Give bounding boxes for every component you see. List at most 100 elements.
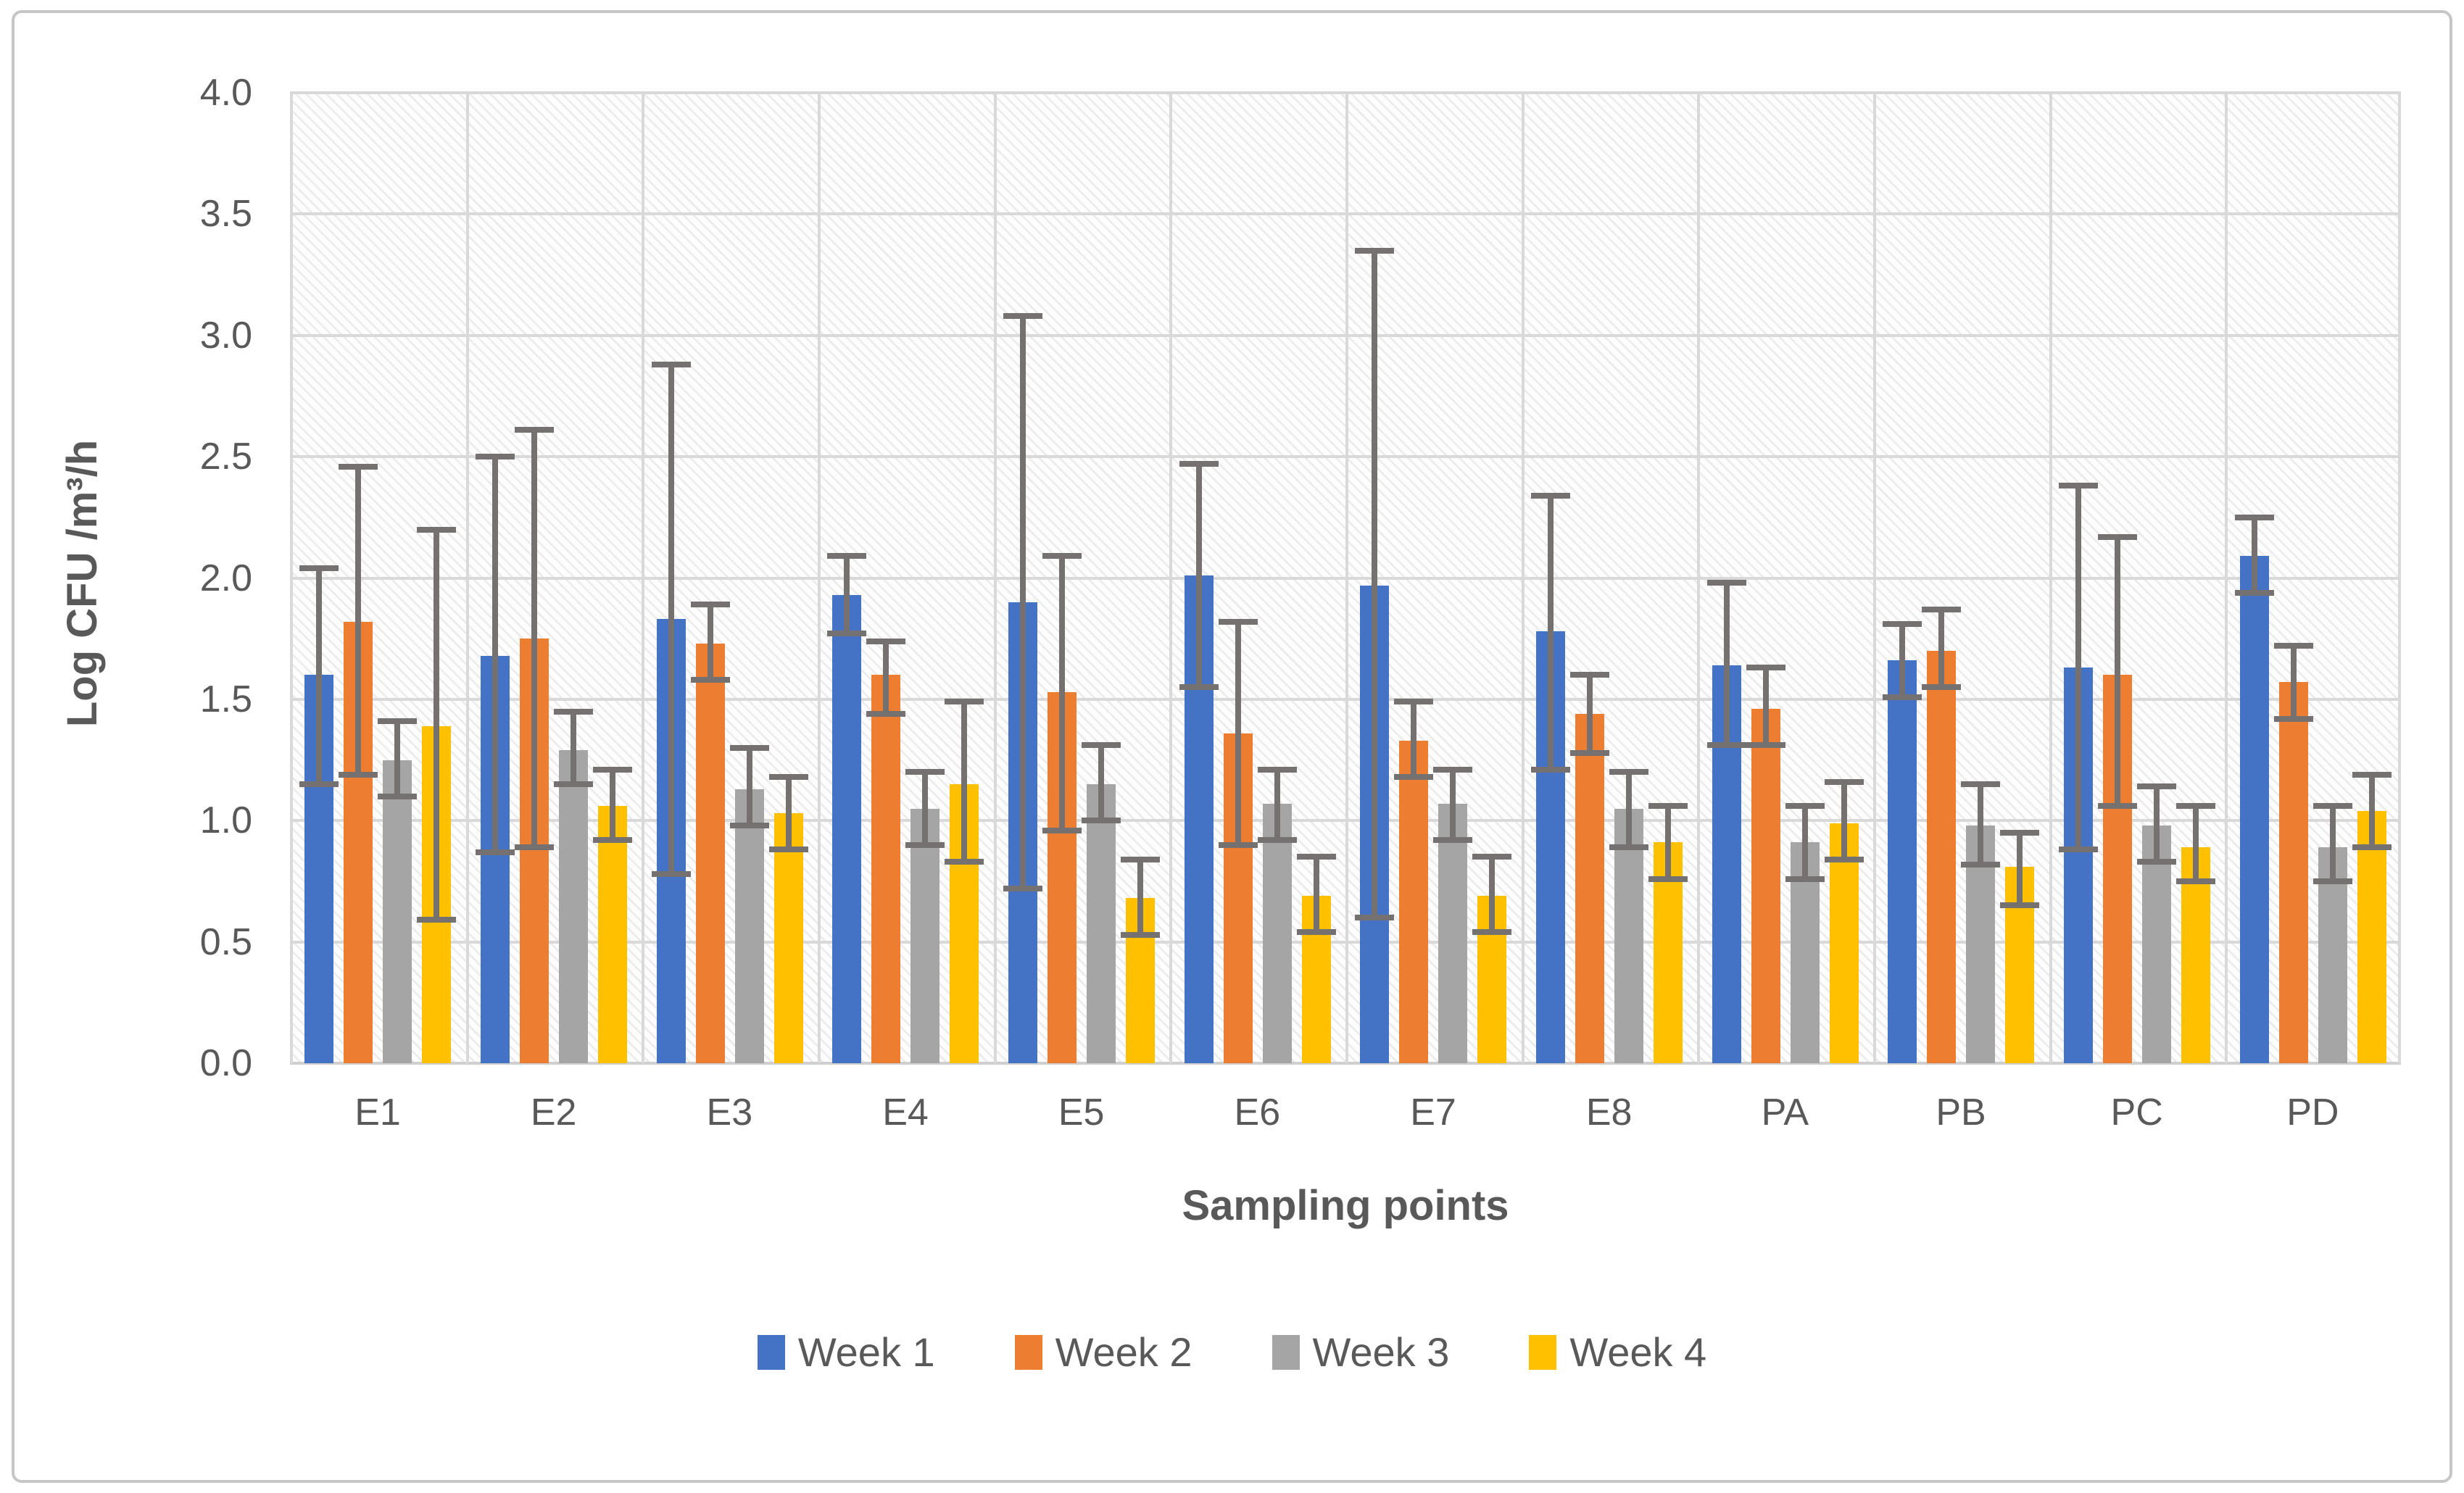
y-tick-label: 0.0 — [199, 1042, 252, 1084]
error-bar-cap — [827, 553, 867, 560]
error-bar-cap — [1082, 742, 1121, 749]
error-bar-cap — [1003, 885, 1042, 891]
legend-label: Week 3 — [1312, 1329, 1450, 1375]
x-category-label: E4 — [882, 1091, 929, 1134]
error-bar-cap — [1883, 621, 1922, 628]
error-bar-cap — [2352, 844, 2392, 851]
error-bar-cap — [729, 822, 769, 828]
error-bar-cap — [2234, 589, 2274, 596]
error-bar-cap — [651, 870, 691, 877]
error-bar-cap — [1042, 553, 1082, 560]
error-bar-line — [1059, 556, 1065, 831]
error-bar-cap — [866, 638, 906, 644]
error-bar-line — [2075, 486, 2081, 850]
legend-item-week-2: Week 2 — [1014, 1329, 1192, 1375]
bar-week2-PD — [2278, 682, 2308, 1063]
error-bar-line — [2368, 774, 2375, 848]
error-bar-line — [610, 769, 615, 840]
error-bar-cap — [1003, 312, 1042, 319]
bar-week3-E3 — [734, 789, 764, 1063]
error-bar-cap — [1706, 742, 1746, 749]
error-bar-line — [571, 711, 576, 785]
error-bar-line — [1587, 675, 1593, 753]
error-bar-cap — [299, 781, 339, 788]
error-bar-cap — [2000, 902, 2040, 909]
error-bar-line — [2017, 832, 2023, 906]
error-bar-cap — [1706, 580, 1746, 586]
y-tick-label: 3.0 — [199, 314, 252, 357]
error-bar-cap — [1179, 684, 1219, 691]
error-bar-cap — [1883, 694, 1922, 700]
error-bar-line — [1489, 857, 1496, 933]
y-tick-label: 4.0 — [199, 72, 252, 114]
error-bar-cap — [593, 837, 632, 844]
v-gridline — [2225, 93, 2228, 1063]
bar-week4-E2 — [598, 806, 627, 1063]
error-bar-cap — [2176, 878, 2215, 884]
error-bar-line — [2115, 536, 2120, 807]
legend-label: Week 1 — [797, 1329, 935, 1375]
y-tick-label: 0.5 — [199, 920, 252, 963]
error-bar-line — [1450, 769, 1456, 840]
error-bar-cap — [1433, 766, 1473, 773]
error-bar-line — [1411, 702, 1417, 777]
error-bar-cap — [417, 526, 457, 533]
error-bar-cap — [1121, 931, 1160, 938]
error-bar-cap — [2000, 829, 2040, 836]
error-bar-line — [1020, 315, 1026, 889]
bar-week3-E2 — [559, 750, 588, 1063]
v-gridline — [2398, 93, 2401, 1063]
error-bar-cap — [1179, 461, 1219, 467]
bar-week4-PA — [1829, 823, 1859, 1063]
error-bar-cap — [1218, 841, 1258, 848]
error-bar-cap — [2137, 859, 2176, 865]
error-bar-line — [2193, 806, 2199, 881]
error-bar-cap — [2176, 803, 2215, 810]
x-category-label: E3 — [706, 1091, 753, 1134]
legend-swatch — [757, 1335, 785, 1370]
error-bar-line — [1841, 781, 1847, 860]
error-bar-cap — [1121, 856, 1160, 862]
x-category-label: E2 — [530, 1091, 577, 1134]
legend-swatch — [1529, 1335, 1557, 1370]
error-bar-cap — [554, 708, 593, 715]
error-bar-cap — [1922, 607, 1962, 613]
error-bar-cap — [690, 677, 730, 683]
error-bar-line — [316, 568, 323, 785]
error-bar-line — [1235, 621, 1241, 845]
error-bar-cap — [1296, 929, 1336, 936]
v-gridline — [818, 93, 821, 1063]
error-bar-line — [1372, 250, 1378, 918]
x-category-label: PA — [1761, 1091, 1809, 1134]
error-bar-line — [883, 641, 889, 714]
error-bar-line — [1548, 495, 1554, 770]
error-bar-line — [1313, 857, 1319, 933]
error-bar-cap — [945, 699, 984, 705]
error-bar-line — [434, 529, 440, 920]
v-gridline — [1345, 93, 1348, 1063]
v-gridline — [290, 93, 293, 1063]
legend-label: Week 2 — [1055, 1329, 1192, 1375]
legend-swatch — [1272, 1335, 1300, 1370]
error-bar-cap — [1961, 861, 2001, 868]
legend-item-week-4: Week 4 — [1529, 1332, 1706, 1373]
error-bar-line — [1899, 624, 1906, 697]
v-gridline — [2049, 93, 2052, 1063]
error-bar-cap — [2273, 643, 2313, 649]
bar-week4-PD — [2357, 810, 2386, 1063]
error-bar-cap — [515, 427, 554, 433]
error-bar-cap — [299, 565, 339, 572]
error-bar-cap — [339, 771, 378, 778]
error-bar-cap — [866, 710, 906, 717]
error-bar-cap — [1746, 742, 1785, 749]
error-bar-cap — [2312, 803, 2352, 810]
v-gridline — [465, 93, 469, 1063]
error-bar-cap — [1042, 827, 1082, 833]
bar-week3-PC — [2142, 825, 2171, 1063]
x-category-label: PB — [1936, 1091, 1986, 1134]
error-bar-line — [961, 702, 968, 862]
error-bar-cap — [690, 602, 730, 608]
legend: Week 1 Week 2 Week 3 Week 4 — [0, 1332, 2464, 1373]
x-category-label: PD — [2286, 1091, 2339, 1134]
error-bar-cap — [1961, 781, 2001, 788]
